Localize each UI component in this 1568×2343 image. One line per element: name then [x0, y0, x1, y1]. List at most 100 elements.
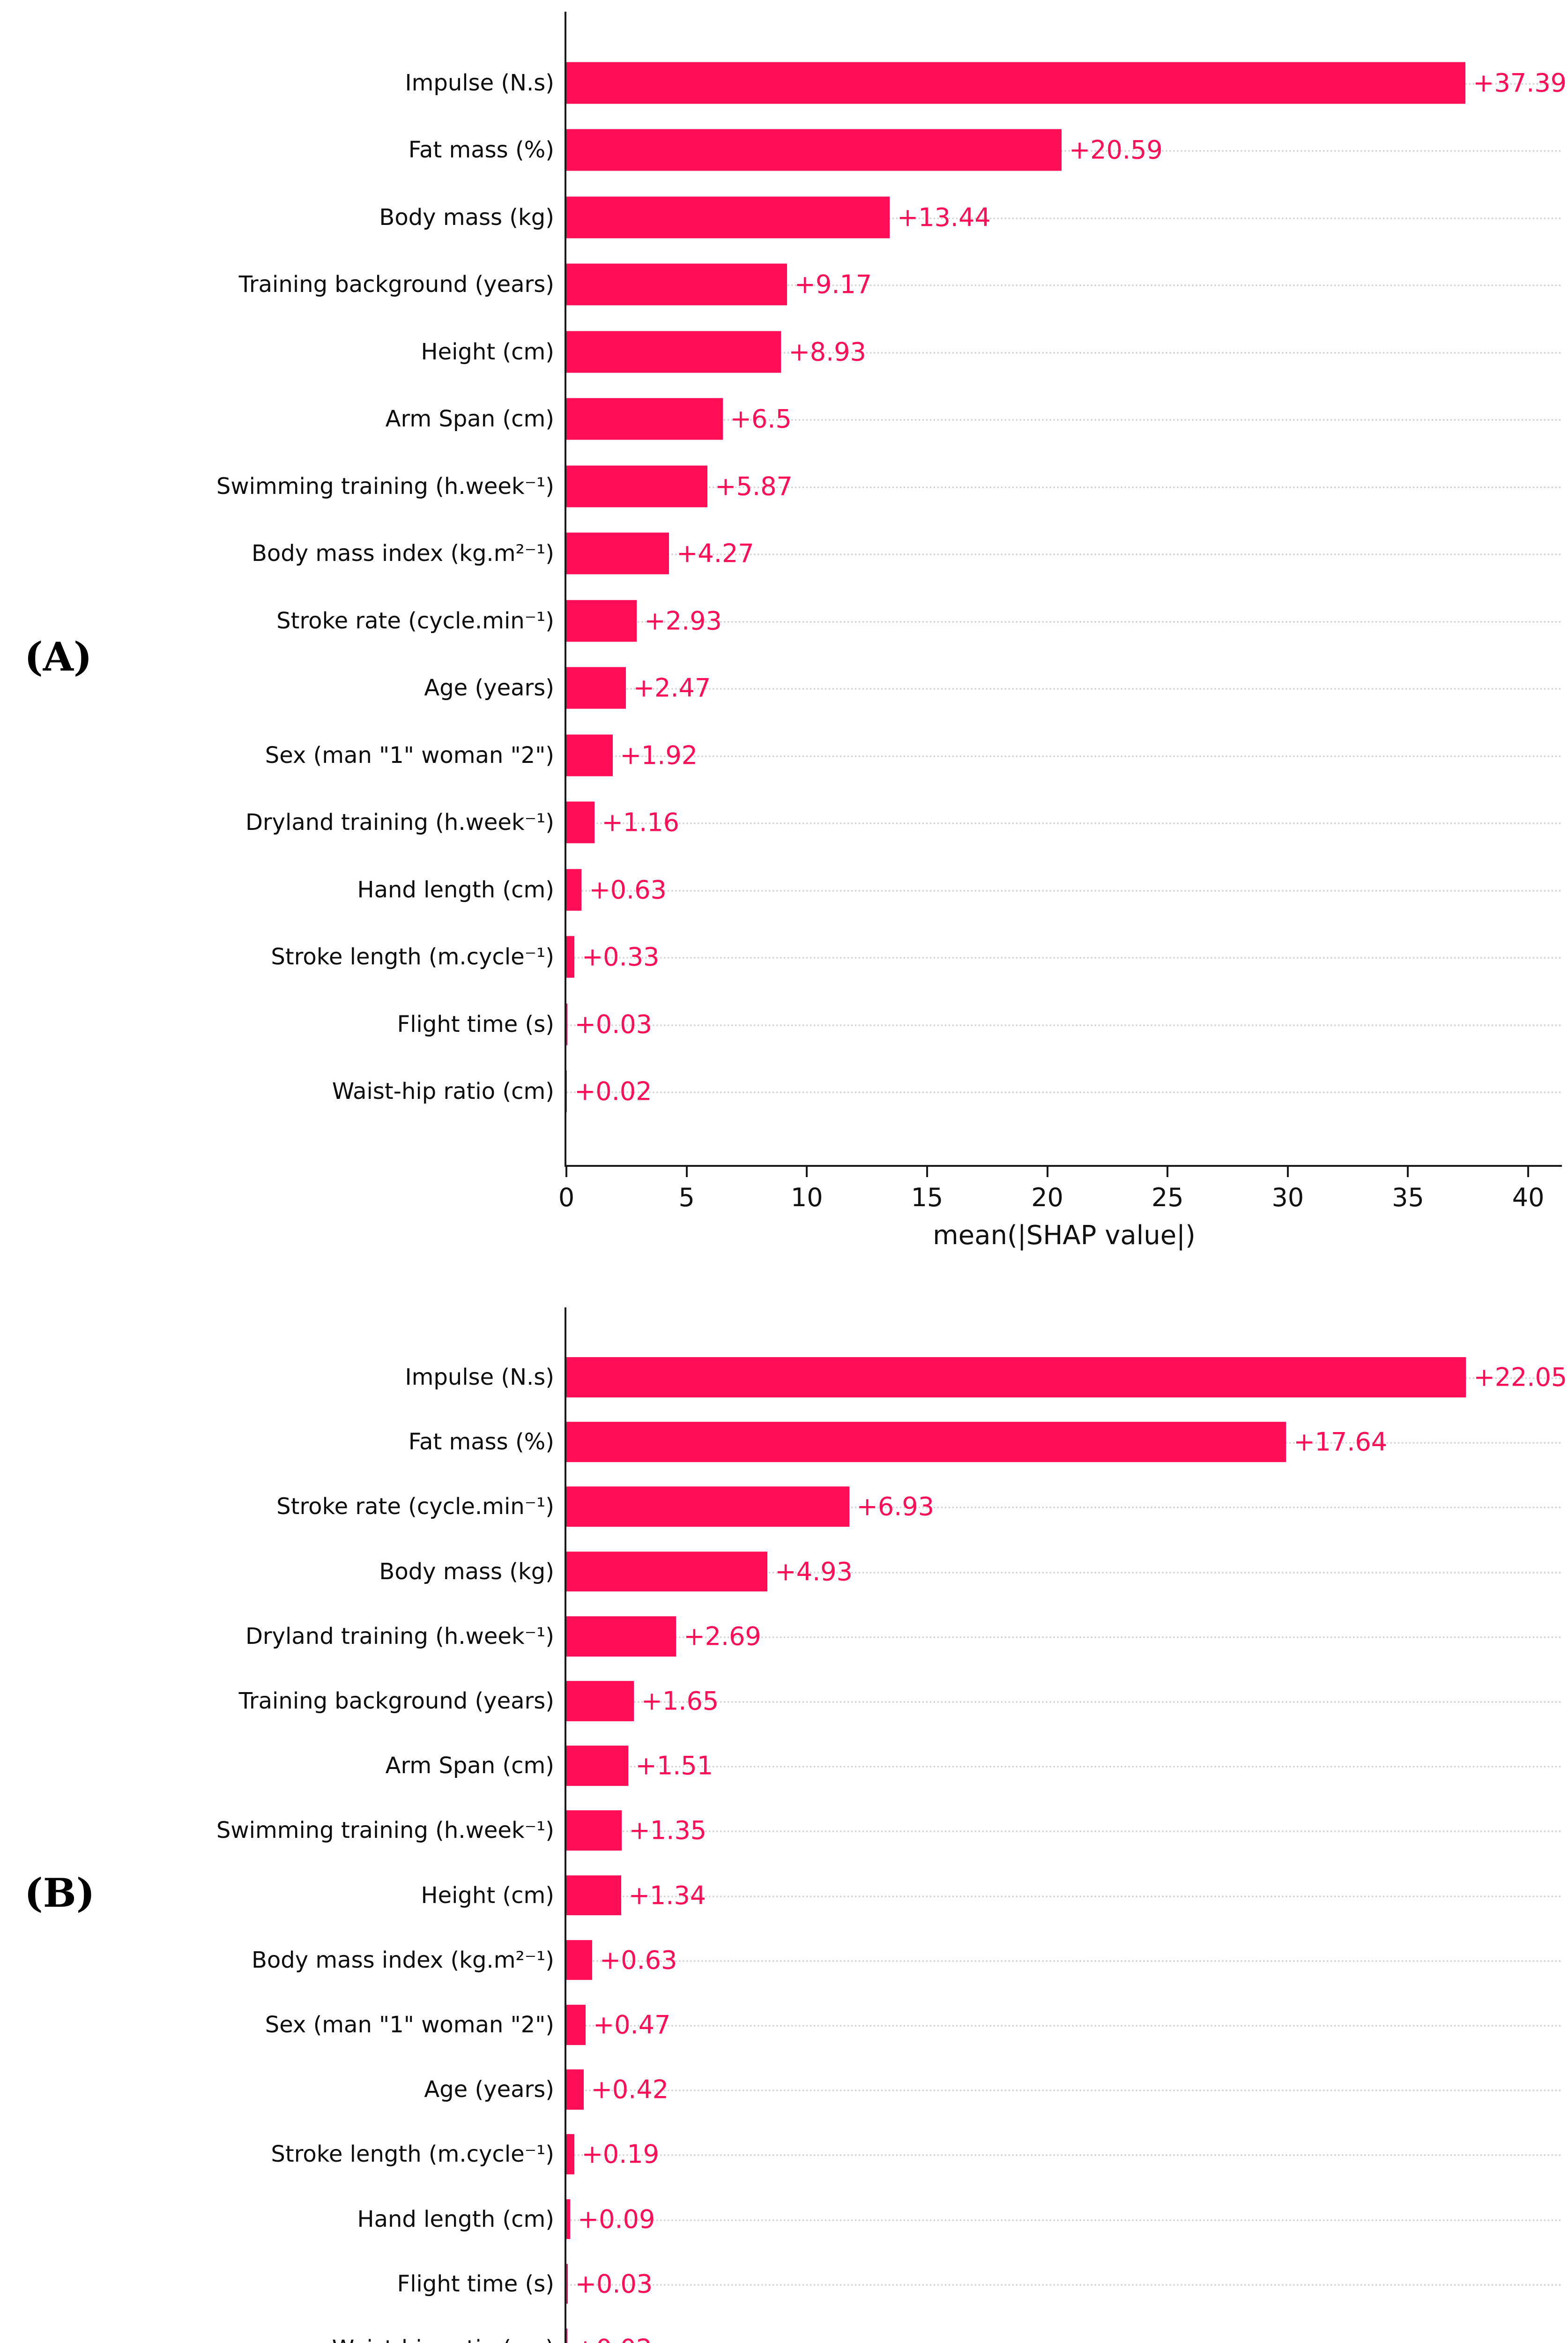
category-label: Fat mass (%)	[408, 1429, 554, 1455]
bar-row: Sex (man "1" woman "2") +1.92	[265, 722, 1562, 789]
shap-bar	[566, 62, 1466, 104]
bar-row: Age (years) +2.47	[424, 655, 1562, 722]
value-label: +2.69	[684, 1621, 761, 1651]
panel-b-tag: (B)	[24, 1870, 95, 1916]
gridline	[566, 688, 1562, 690]
shap-bar	[566, 263, 787, 306]
category-label: Hand length (cm)	[357, 876, 554, 903]
x-tick-label: 5	[678, 1183, 695, 1212]
category-label: Stroke length (m.cycle⁻¹)	[271, 944, 554, 970]
gridline	[566, 553, 1562, 556]
bar-row: Fat mass (%) +20.59	[409, 117, 1562, 184]
value-label: +13.44	[897, 202, 991, 232]
bar-row: Body mass index (kg.m²⁻¹) +4.27	[252, 520, 1562, 588]
shap-bar	[566, 2328, 567, 2343]
category-label: Stroke rate (cycle.min⁻¹)	[276, 1493, 554, 1520]
shap-bar	[566, 398, 723, 440]
category-label: Arm Span (cm)	[385, 1753, 554, 1779]
bar-row: Body mass (kg) +13.44	[379, 184, 1562, 251]
shap-bar	[566, 801, 595, 843]
category-label: Age (years)	[424, 675, 554, 701]
bar-row: Stroke length (m.cycle⁻¹) +0.33	[271, 924, 1562, 991]
category-label: Fat mass (%)	[408, 137, 554, 164]
x-axis-label-a: mean(|SHAP value|)	[933, 1220, 1196, 1251]
gridline	[566, 1507, 1562, 1509]
shap-bar	[566, 936, 574, 978]
gridline	[566, 822, 1562, 825]
category-label: Impulse (N.s)	[405, 69, 554, 96]
category-label: Waist-hip ratio (cm)	[332, 2336, 554, 2343]
category-label: Sex (man "1" woman "2")	[265, 2011, 554, 2038]
x-tick	[806, 1165, 808, 1177]
gridline	[566, 351, 1562, 354]
x-tick	[565, 1165, 567, 1177]
shap-bar	[566, 532, 669, 575]
value-label: +4.93	[775, 1557, 853, 1587]
gridline	[566, 1895, 1562, 1897]
value-label: +0.47	[593, 2010, 671, 2040]
value-label: +0.09	[577, 2204, 655, 2234]
shap-bar	[566, 1681, 634, 1721]
category-label: Stroke rate (cycle.min⁻¹)	[276, 607, 554, 634]
bar-row: Training background (years) +1.65	[239, 1669, 1562, 1733]
bar-row: Fat mass (%) +17.64	[409, 1410, 1562, 1474]
category-label: Waist-hip ratio (cm)	[332, 1078, 554, 1105]
x-tick-label: 25	[1151, 1183, 1184, 1212]
bar-row: Body mass index (kg.m²⁻¹) +0.63	[252, 1928, 1562, 1992]
x-tick-label: 35	[1392, 1183, 1424, 1212]
bar-row: Waist-hip ratio (cm) +0.02	[332, 2316, 1562, 2343]
gridline	[566, 1636, 1562, 1638]
value-label: +0.03	[574, 1009, 653, 1039]
bar-row: Impulse (N.s) +22.05	[405, 1345, 1567, 1410]
gridline	[566, 150, 1562, 152]
bar-row: Stroke rate (cycle.min⁻¹) +2.93	[276, 587, 1562, 655]
value-label: +37.39	[1473, 68, 1567, 98]
x-tick	[1046, 1165, 1048, 1177]
value-label: +20.59	[1069, 135, 1163, 165]
value-label: +1.51	[635, 1751, 713, 1781]
gridline	[566, 486, 1562, 488]
shap-bar	[566, 1940, 592, 1980]
shap-bar	[566, 1551, 768, 1592]
bar-row: Dryland training (h.week⁻¹) +1.16	[245, 789, 1562, 857]
shap-bar	[566, 2069, 584, 2110]
value-label: +6.93	[856, 1492, 935, 1522]
gridline	[566, 755, 1562, 757]
shap-bar	[566, 465, 708, 507]
value-label: +22.05	[1473, 1362, 1568, 1392]
shap-bar	[566, 2134, 574, 2175]
gridline	[566, 957, 1562, 959]
category-label: Dryland training (h.week⁻¹)	[245, 1623, 554, 1649]
value-label: +0.02	[575, 2334, 652, 2343]
category-label: Dryland training (h.week⁻¹)	[245, 809, 554, 836]
bar-row: Hand length (cm) +0.63	[357, 856, 1562, 924]
bar-row: Stroke length (m.cycle⁻¹) +0.19	[271, 2122, 1562, 2186]
category-label: Training background (years)	[238, 271, 554, 298]
x-tick	[1407, 1165, 1409, 1177]
plot-area-b: Impulse (N.s) +22.05 Fat mass (%) +17.64 Str…	[216, 1307, 1567, 2343]
bar-row: Arm Span (cm) +1.51	[386, 1733, 1562, 1798]
shap-bar	[566, 1070, 567, 1112]
value-label: +0.33	[581, 942, 660, 972]
value-label: +4.27	[676, 538, 754, 568]
gridline	[566, 217, 1562, 219]
shap-bar	[566, 734, 613, 776]
value-label: +1.65	[641, 1686, 719, 1716]
gridline	[566, 284, 1562, 287]
shap-bar	[566, 1875, 621, 1916]
x-tick	[685, 1165, 688, 1177]
bar-row: Flight time (s) +0.03	[397, 2252, 1562, 2316]
bars-container-a: Impulse (N.s) +37.39 Fat mass (%) +20.59 Bod…	[216, 49, 1567, 1125]
value-label: +1.92	[620, 740, 698, 770]
shap-bar	[566, 2199, 570, 2239]
bar-row: Height (cm) +8.93	[421, 318, 1562, 386]
category-label: Stroke length (m.cycle⁻¹)	[271, 2141, 554, 2168]
panel-a-tag: (A)	[24, 634, 92, 680]
gridline	[566, 2089, 1562, 2092]
value-label: +1.34	[628, 1880, 706, 1910]
value-label: +2.47	[633, 673, 711, 703]
shap-bar	[566, 667, 626, 709]
value-label: +17.64	[1293, 1427, 1388, 1457]
category-label: Body mass index (kg.m²⁻¹)	[251, 1947, 554, 1973]
